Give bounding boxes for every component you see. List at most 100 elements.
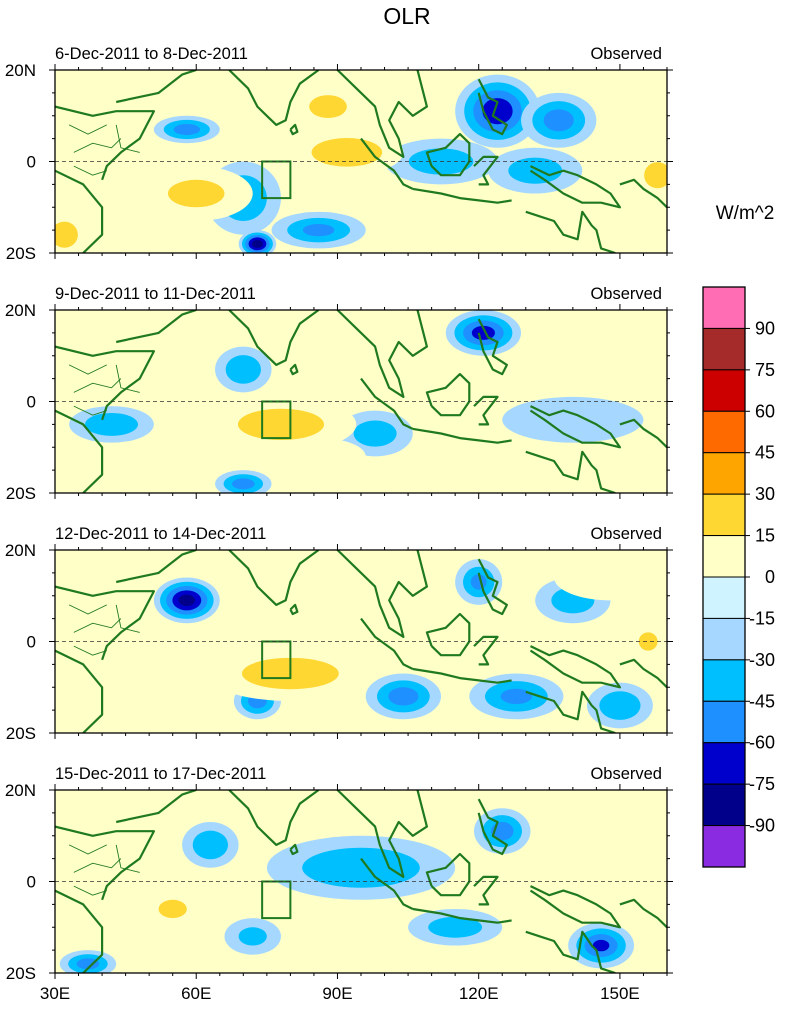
anomaly-contour	[225, 355, 261, 384]
anomaly-field	[59, 794, 667, 973]
colorbar-label: 30	[755, 484, 775, 504]
coastline	[289, 363, 299, 376]
country-border	[73, 885, 107, 896]
study-box	[261, 640, 292, 680]
x-tick-label: 60E	[181, 984, 211, 1003]
coastlines	[55, 790, 667, 973]
anomaly-contour	[178, 594, 196, 607]
colorbar-label: -60	[749, 733, 775, 753]
anomaly-contour	[502, 396, 644, 443]
map-panel: 20N 0 20S 9-Dec-2011 to 11-Dec-2011 Observed	[5, 285, 673, 503]
y-tick-label: 20N	[5, 301, 36, 320]
colorbar-label: 45	[755, 443, 775, 463]
coastline	[529, 645, 621, 689]
anomaly-contour	[311, 138, 383, 167]
panel-right-title: Observed	[590, 45, 662, 63]
colorbar-label: -90	[749, 816, 775, 836]
anomaly-contour	[85, 412, 138, 436]
coastline	[473, 635, 499, 666]
coastline	[529, 165, 621, 209]
study-box	[261, 880, 292, 920]
country-border	[115, 124, 140, 153]
y-tick-label: 0	[27, 393, 36, 412]
coastline	[115, 70, 197, 104]
coastline	[412, 187, 512, 204]
map-panel: 20N 0 20S 15-Dec-2011 to 17-Dec-2011 Observe…	[5, 765, 673, 983]
coastline	[336, 70, 428, 158]
coastline	[360, 617, 414, 670]
coastline	[473, 395, 499, 426]
colorbar-label: 15	[755, 526, 775, 546]
coastline	[477, 558, 508, 616]
anomaly-contour	[572, 314, 667, 370]
coastline	[228, 790, 320, 846]
colorbar-box	[702, 286, 746, 329]
coastline	[525, 690, 616, 733]
colorbar-box	[702, 742, 746, 785]
coastline	[425, 133, 471, 177]
panel-left-title: 9-Dec-2011 to 11-Dec-2011	[55, 285, 256, 303]
coastline	[55, 585, 155, 661]
x-tick-label: 150E	[600, 984, 640, 1003]
panel-right-title: Observed	[590, 525, 662, 543]
study-box	[261, 400, 292, 440]
y-tick-label: 20S	[6, 964, 36, 983]
colorbar-box	[702, 369, 746, 412]
coastline	[425, 612, 471, 657]
coastline	[425, 852, 471, 897]
anomaly-contour	[638, 632, 658, 651]
anomaly-contour	[158, 899, 187, 919]
coastline	[477, 318, 508, 376]
colorbar-label: 60	[755, 401, 775, 421]
anomaly-contour	[237, 408, 325, 441]
panel-left-title: 15-Dec-2011 to 17-Dec-2011	[55, 765, 266, 783]
colorbar-box	[702, 617, 746, 661]
country-border	[115, 844, 140, 873]
country-border	[115, 604, 140, 633]
coastline	[228, 550, 320, 606]
colorbar-box	[702, 783, 746, 827]
colorbar-box	[702, 452, 746, 495]
anomaly-contour	[599, 691, 641, 720]
coastline	[336, 550, 428, 638]
colorbar-label: -75	[749, 774, 775, 794]
panel-right-title: Observed	[590, 285, 662, 303]
coastline	[55, 105, 155, 181]
coastline	[477, 798, 508, 856]
country-border	[73, 645, 107, 656]
coastline	[619, 418, 667, 449]
y-tick-label: 0	[27, 633, 36, 652]
colorbar: 90 75 60 45 30 15 0 -15 -30 -45 -60 -75 -90	[702, 286, 775, 868]
anomaly-contour	[592, 939, 610, 952]
x-tick-label: 30E	[40, 984, 70, 1003]
coastline	[619, 898, 667, 929]
coastline	[55, 345, 155, 421]
anomaly-contour	[238, 927, 267, 946]
y-tick-label: 20S	[6, 484, 36, 503]
anomaly-contour	[173, 123, 200, 135]
colorbar-box	[702, 493, 746, 537]
anomaly-contour	[309, 95, 347, 119]
coastline	[619, 658, 667, 689]
anomaly-contour	[375, 465, 507, 493]
anomaly-contour	[500, 688, 533, 705]
anomaly-contour	[55, 221, 78, 248]
country-border	[68, 124, 107, 135]
coastline	[477, 78, 508, 136]
colorbar-box	[702, 327, 746, 371]
coastline	[115, 790, 197, 824]
y-tick-label: 0	[27, 153, 36, 172]
map-panel: 20N 0 20S 12-Dec-2011 to 14-Dec-2011 Observe…	[5, 525, 673, 743]
colorbar-box	[702, 576, 746, 619]
anomaly-contour	[428, 916, 483, 938]
anomaly-contour	[302, 847, 420, 888]
anomaly-contour	[508, 157, 563, 184]
anomaly-contour	[582, 794, 658, 850]
coastline	[412, 907, 512, 924]
anomaly-contour	[356, 940, 451, 969]
coastline	[619, 178, 667, 209]
colorbar-box	[702, 535, 746, 578]
coastline	[336, 310, 428, 398]
country-border	[115, 364, 140, 393]
